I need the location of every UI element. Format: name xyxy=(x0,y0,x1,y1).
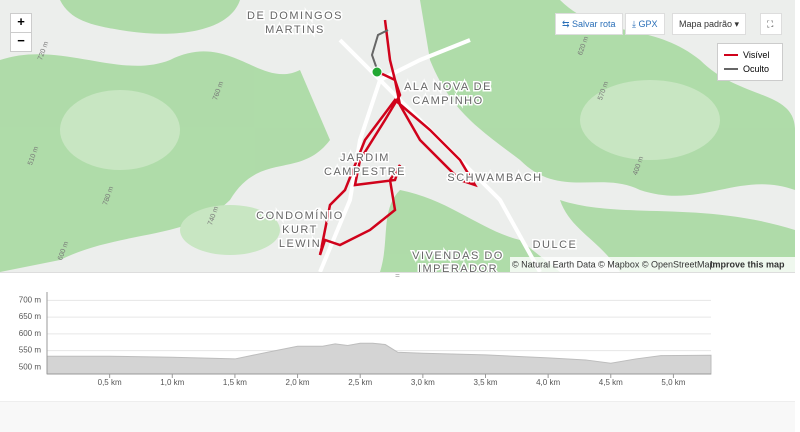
label: Mapa padrão xyxy=(679,19,733,29)
legend-label: Oculto xyxy=(743,64,770,74)
x-tick-label: 5,0 km xyxy=(661,378,685,387)
place-label: SCHWAMBACH xyxy=(447,172,542,184)
zoom-in[interactable]: + xyxy=(11,14,31,33)
y-tick-label: 700 m xyxy=(19,295,42,304)
footer-panel xyxy=(0,401,795,432)
elevation-chart: 500 m 550 m 600 m 650 m 700 m 0,5 km 1,0 km 1,5… xyxy=(19,292,712,387)
fullscreen-button[interactable]: ⛶ xyxy=(760,13,782,35)
gpx-button[interactable]: ⤓ GPX xyxy=(625,13,665,35)
save-route-button[interactable]: ⇆ Salvar rota xyxy=(555,13,623,35)
start-point xyxy=(371,66,383,78)
place-label: MARTINS xyxy=(265,24,325,36)
y-tick-label: 650 m xyxy=(19,312,42,321)
x-tick-label: 3,5 km xyxy=(473,378,497,387)
elevation-area xyxy=(46,342,712,375)
y-tick-label: 500 m xyxy=(19,362,42,371)
x-tick-label: 1,0 km xyxy=(160,378,184,387)
map: DE DOMINGOS MARTINS ALA NOVA DE CAMPINHO JAR… xyxy=(0,0,795,272)
zoom-control: + − xyxy=(10,13,32,52)
place-label: KURT xyxy=(282,224,318,236)
place-label: JARDIM xyxy=(340,152,390,164)
label: Salvar rota xyxy=(572,19,616,29)
place-label: DE DOMINGOS xyxy=(247,10,343,22)
place-label: CAMPESTRE xyxy=(324,166,406,178)
x-tick-label: 2,0 km xyxy=(286,378,310,387)
x-tick-label: 4,0 km xyxy=(536,378,560,387)
place-label: CAMPINHO xyxy=(412,95,483,107)
label: GPX xyxy=(638,19,658,29)
improve-link[interactable]: Improve this map xyxy=(710,259,785,269)
place-label: CONDOMÍNIO xyxy=(256,209,344,222)
route-hidden xyxy=(370,29,389,73)
x-tick-label: 3,0 km xyxy=(411,378,435,387)
place-label: ALA NOVA DE xyxy=(404,81,492,93)
y-tick-label: 550 m xyxy=(19,346,42,355)
x-tick-label: 2,5 km xyxy=(348,378,372,387)
route-visible xyxy=(318,19,478,256)
x-tick-label: 1,5 km xyxy=(223,378,247,387)
resize-handle[interactable]: = xyxy=(0,272,795,280)
legend: Visível Oculto xyxy=(717,43,783,81)
place-label: IMPERADOR xyxy=(418,263,498,272)
zoom-out[interactable]: − xyxy=(17,33,25,48)
place-label: LEWIN xyxy=(279,238,321,250)
legend-label: Visível xyxy=(743,50,770,60)
x-tick-label: 4,5 km xyxy=(599,378,623,387)
base-map-select[interactable]: Mapa padrão ▾ xyxy=(672,13,747,35)
x-tick-label: 0,5 km xyxy=(98,378,122,387)
attribution: © Natural Earth Data © Mapbox © OpenStre… xyxy=(512,259,715,269)
place-label: VIVENDAS DO xyxy=(412,250,504,262)
y-tick-label: 600 m xyxy=(19,329,42,338)
place-label: DULCE xyxy=(533,239,578,251)
